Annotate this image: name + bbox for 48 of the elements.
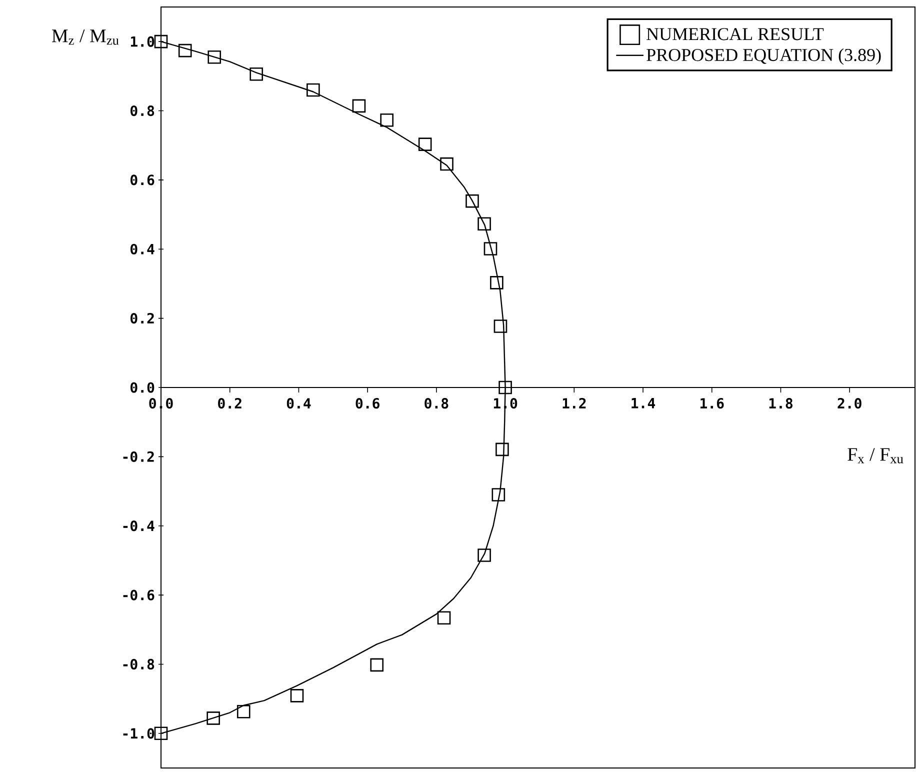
point xyxy=(154,726,168,740)
point xyxy=(478,217,491,231)
x-tick-label: 2.0 xyxy=(838,398,862,409)
y-tick-label: 0.2 xyxy=(130,313,154,324)
x-tick-label: 0.8 xyxy=(424,398,448,409)
point xyxy=(496,442,509,456)
x-tick-label: 1.4 xyxy=(632,398,656,408)
x-tick-label: 0.2 xyxy=(218,398,242,409)
point xyxy=(208,50,222,64)
point xyxy=(492,488,506,502)
point xyxy=(484,242,498,256)
point xyxy=(440,157,454,171)
point xyxy=(290,689,304,702)
point xyxy=(370,658,384,672)
point xyxy=(206,712,220,725)
point xyxy=(437,611,451,625)
x-tick-label: 0.6 xyxy=(356,398,380,409)
point xyxy=(154,34,168,48)
y-tick-label: 0.6 xyxy=(130,174,154,186)
point xyxy=(178,44,192,58)
x-tick-label: 1.2 xyxy=(562,398,586,408)
x-tick-label: 1.6 xyxy=(700,398,724,409)
point xyxy=(306,83,320,97)
y-tick-label: 0.4 xyxy=(130,244,154,254)
point xyxy=(498,380,512,394)
point xyxy=(478,548,491,562)
x-tick-label: 1.8 xyxy=(769,398,792,409)
y-axis-title: M$_{z}$ / M$_{zu}$ xyxy=(52,30,119,45)
point xyxy=(466,194,479,208)
y-tick-label: 0.8 xyxy=(130,105,154,116)
y-tick-label: -0.6 xyxy=(123,590,154,600)
x-axis-title: F$_{x}$ / F$_{xu}$ xyxy=(848,448,904,464)
y-tick-label: -0.2 xyxy=(123,451,154,462)
x-tick-label: 0.4 xyxy=(286,398,311,409)
y-tick-label: 1.0 xyxy=(130,36,154,47)
legend-label: NUMERICAL RESULT xyxy=(646,28,824,40)
y-tick-label: -0.8 xyxy=(123,658,154,670)
point xyxy=(490,276,504,290)
legend-label: PROPOSED EQUATION (3.89) xyxy=(646,48,881,65)
point xyxy=(352,99,366,113)
y-tick-label: 0.0 xyxy=(130,382,154,393)
point xyxy=(418,138,432,151)
point xyxy=(380,113,394,127)
point xyxy=(236,704,250,718)
point xyxy=(494,320,508,333)
y-tick-label: -1.0 xyxy=(123,728,154,739)
y-tick-label: -0.4 xyxy=(123,520,154,532)
point xyxy=(250,67,264,81)
